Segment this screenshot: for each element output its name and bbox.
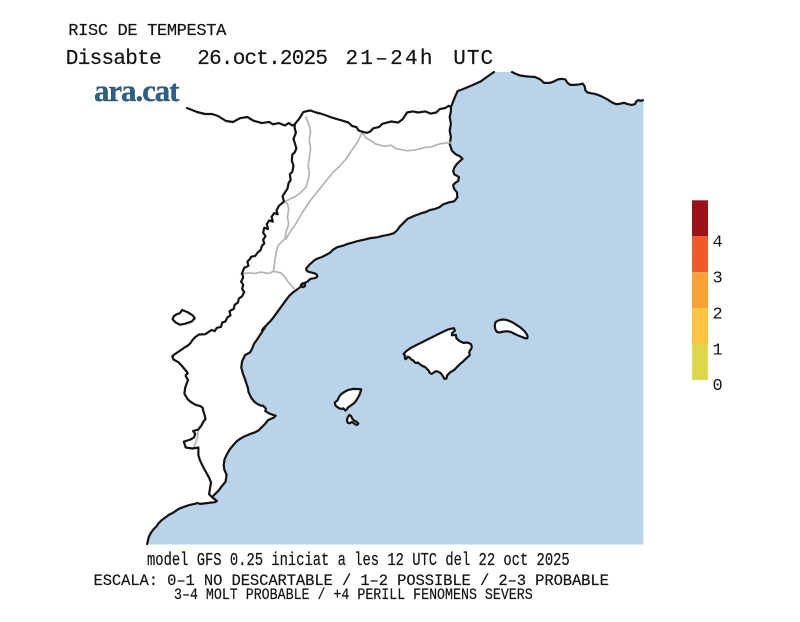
svg-text:3: 3 [713, 269, 723, 288]
svg-text:2: 2 [713, 305, 723, 324]
svg-text:1: 1 [713, 341, 723, 360]
svg-text:0: 0 [713, 377, 723, 396]
svg-text:4: 4 [713, 233, 723, 252]
